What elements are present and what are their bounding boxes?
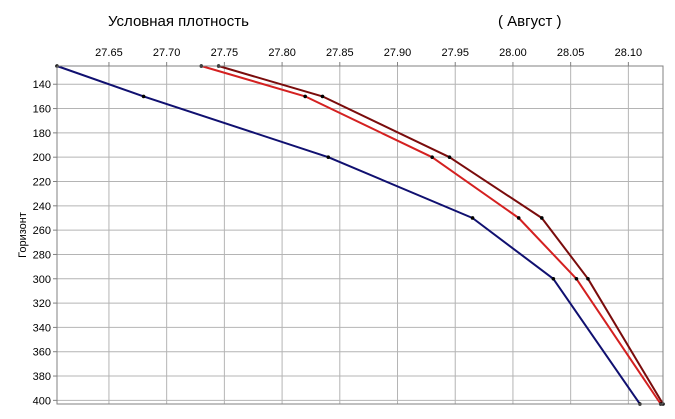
grid-lines bbox=[53, 62, 663, 404]
x-tick-labels: 27.65 27.70 27.75 27.80 27.85 27.90 27.95 28.00… bbox=[95, 47, 642, 59]
data-point bbox=[303, 94, 307, 99]
data-point bbox=[586, 276, 590, 281]
data-point bbox=[551, 276, 556, 281]
data-point bbox=[540, 216, 544, 220]
y-axis-label: Горизонт bbox=[17, 212, 29, 258]
x-tick-label: 27.95 bbox=[441, 47, 469, 59]
data-point bbox=[141, 94, 146, 99]
x-tick-label: 27.90 bbox=[384, 47, 412, 59]
series-lines bbox=[55, 64, 665, 406]
data-point bbox=[430, 155, 434, 159]
data-point bbox=[516, 216, 521, 220]
y-tick-label: 280 bbox=[33, 249, 51, 261]
y-tick-label: 260 bbox=[33, 225, 51, 237]
y-tick-label: 220 bbox=[33, 177, 51, 189]
y-tick-label: 140 bbox=[33, 79, 51, 91]
series-line-2 bbox=[201, 65, 662, 405]
x-tick-label: 28.00 bbox=[499, 47, 527, 59]
y-tick-labels: 140 160 180 200 220 240 260 280 300 320 340 360 380 4… bbox=[33, 79, 51, 407]
x-tick-label: 28.10 bbox=[615, 47, 643, 59]
chart-subtitle: ( Август ) bbox=[498, 13, 561, 30]
x-tick-label: 27.65 bbox=[95, 47, 123, 59]
series-line-1 bbox=[218, 65, 664, 405]
y-tick-label: 320 bbox=[33, 298, 51, 310]
x-tick-label: 28.05 bbox=[557, 47, 585, 59]
series-line-3 bbox=[56, 65, 641, 405]
y-tick-label: 300 bbox=[33, 274, 51, 286]
y-tick-label: 180 bbox=[33, 128, 51, 140]
x-tick-label: 27.75 bbox=[211, 47, 239, 59]
y-tick-label: 400 bbox=[33, 395, 51, 407]
x-tick-label: 27.70 bbox=[153, 47, 181, 59]
data-point bbox=[574, 276, 579, 281]
plot-frame bbox=[56, 65, 664, 405]
data-point bbox=[447, 155, 452, 159]
data-point bbox=[470, 216, 475, 220]
y-tick-label: 340 bbox=[33, 322, 51, 334]
y-tick-label: 200 bbox=[33, 152, 51, 164]
x-tick-label: 27.85 bbox=[326, 47, 354, 59]
data-point bbox=[326, 155, 331, 159]
y-tick-label: 360 bbox=[33, 347, 51, 359]
data-point bbox=[320, 94, 325, 99]
y-tick-label: 160 bbox=[33, 104, 51, 116]
y-tick-label: 240 bbox=[33, 201, 51, 213]
chart-title: Условная плотность bbox=[108, 13, 249, 30]
y-tick-label: 380 bbox=[33, 371, 51, 383]
x-tick-label: 27.80 bbox=[268, 47, 296, 59]
